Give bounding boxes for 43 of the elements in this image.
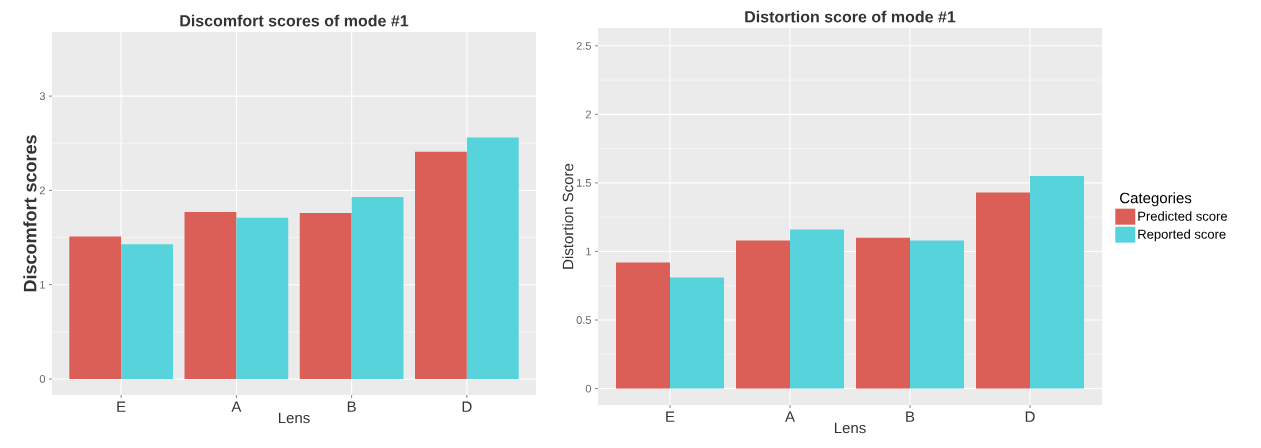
bar <box>69 236 122 379</box>
chart-title: Distortion score of mode #1 <box>745 10 956 23</box>
y-tick-label: 2 <box>39 186 45 195</box>
bar <box>790 229 845 389</box>
y-tick-label: 1 <box>40 280 45 289</box>
bar <box>121 244 174 379</box>
x-tick-label: D <box>462 401 472 412</box>
y-tick-label: 2 <box>585 110 591 119</box>
bar <box>670 277 725 389</box>
x-tick-label: B <box>906 411 915 422</box>
bar <box>1030 176 1085 389</box>
bar <box>856 237 911 389</box>
y-tick-label: 0 <box>39 375 46 383</box>
x-axis-title: Lens <box>278 412 310 424</box>
bar <box>236 217 289 379</box>
chart-title: Discomfort scores of mode #1 <box>180 14 409 27</box>
x-tick-label: E <box>117 401 126 412</box>
y-axis-title: Distortion Score <box>562 163 574 269</box>
bar <box>351 197 404 379</box>
y-tick-label: 0.5 <box>576 316 591 324</box>
y-tick-label: 3 <box>39 92 45 101</box>
x-axis-title: Lens <box>834 422 866 434</box>
bar <box>184 212 237 379</box>
x-tick-label: A <box>785 411 795 422</box>
x-tick-label: B <box>347 401 356 412</box>
bar <box>910 240 965 389</box>
x-tick-label: A <box>231 401 242 412</box>
y-tick-label: 1.5 <box>577 179 591 187</box>
legend-label: Predicted score <box>1138 211 1228 221</box>
bar <box>415 151 467 379</box>
bar <box>299 213 352 379</box>
x-tick-label: E <box>666 411 675 422</box>
y-axis-title: Discomfort scores <box>23 135 37 292</box>
x-tick-label: D <box>1025 411 1035 422</box>
y-tick-label: 0 <box>585 384 592 393</box>
y-tick-label: 1 <box>586 247 591 256</box>
legend-label: Reported score <box>1138 229 1226 242</box>
bar <box>466 137 519 379</box>
legend-title: Categories <box>1120 192 1192 207</box>
y-tick-label: 2.5 <box>576 41 591 50</box>
bar <box>616 262 671 389</box>
bar <box>736 240 791 389</box>
bar <box>976 192 1031 389</box>
